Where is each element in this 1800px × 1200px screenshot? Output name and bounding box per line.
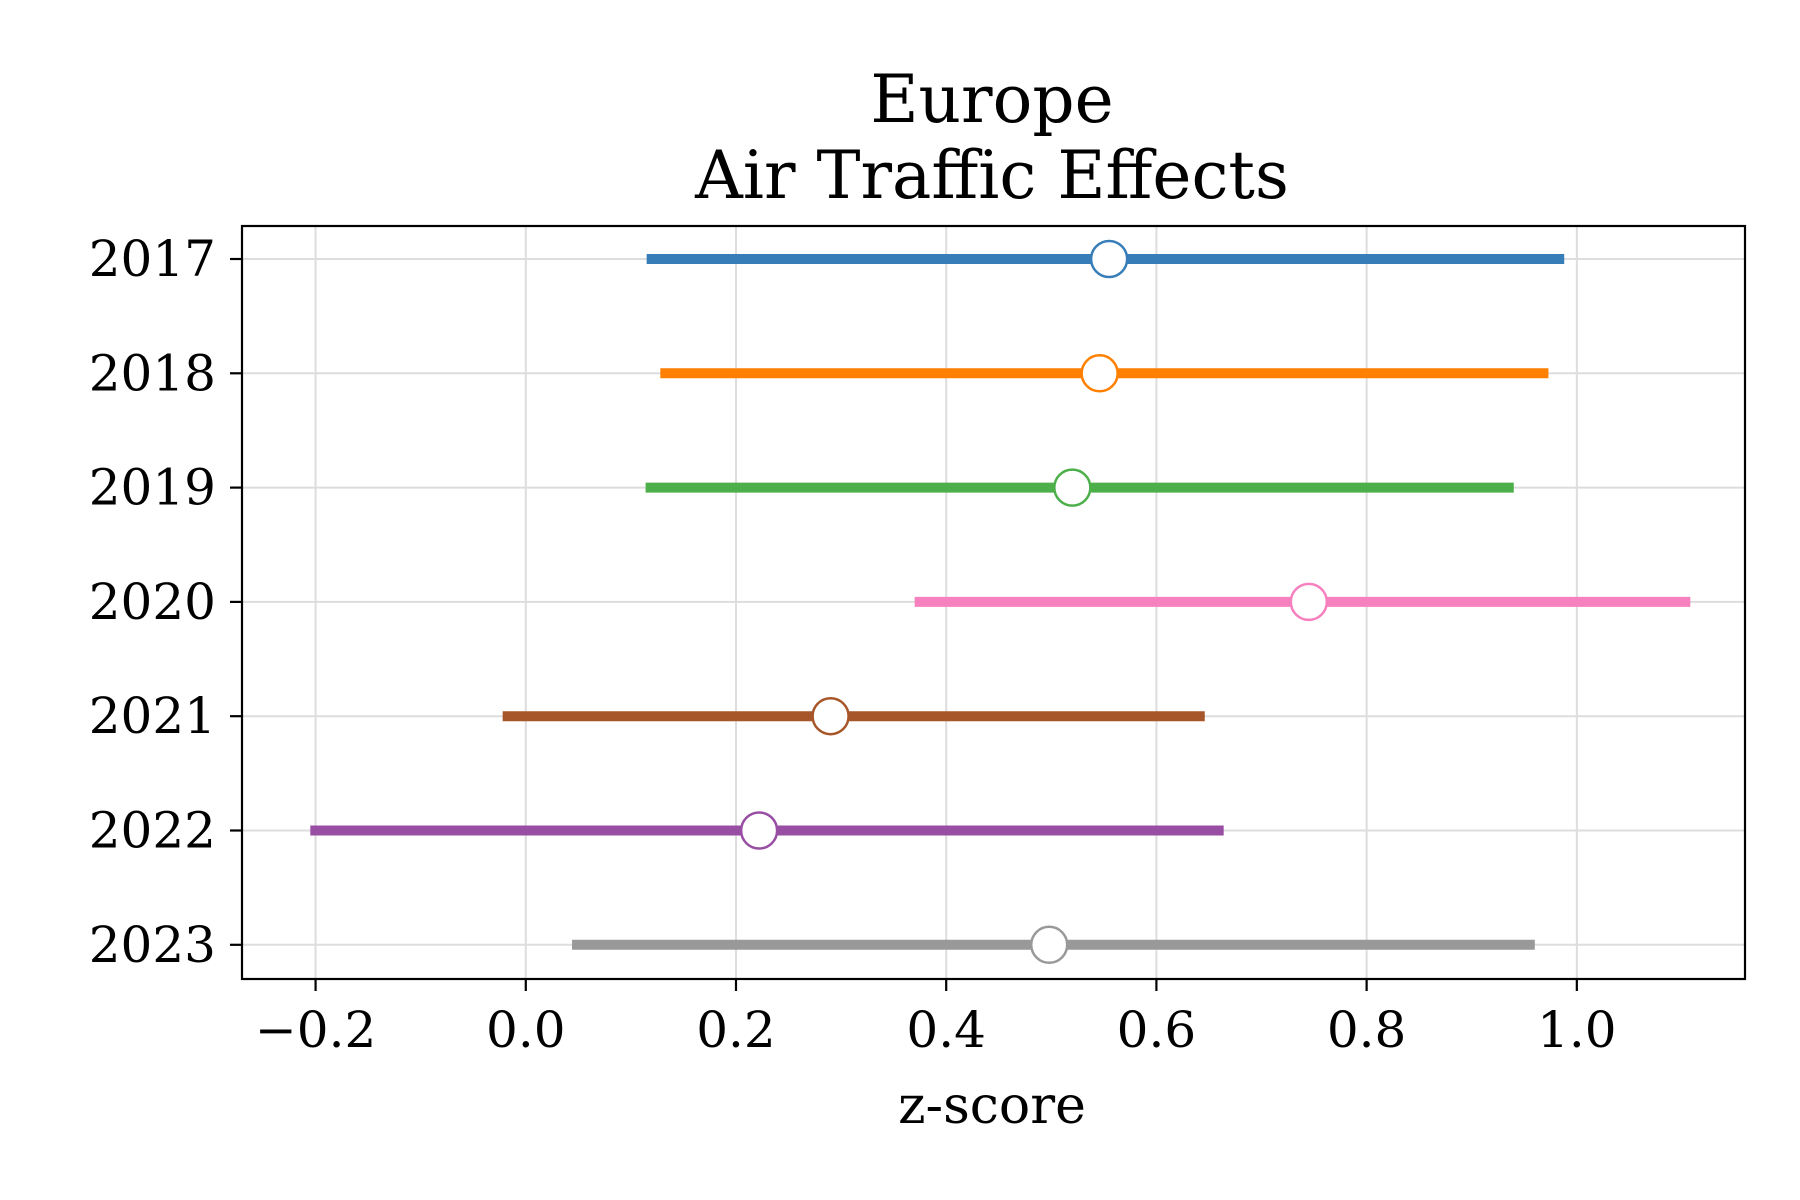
- point-estimate-2017: [1089, 239, 1129, 279]
- chart-title-line-1: Europe: [870, 61, 1113, 138]
- x-tick-label: 0.0: [486, 1001, 566, 1059]
- axes: 2017 2018 2019 2020 2021 2022 2023 −0.2 0.0 0.2 0.…: [89, 230, 1617, 1059]
- point-estimate-2019: [1053, 468, 1092, 507]
- y-tick-label-2020: 2020: [89, 573, 216, 631]
- interval-series: [310, 239, 1691, 965]
- x-tick-label: 1.0: [1537, 1001, 1617, 1059]
- point-estimate-2018: [1080, 354, 1119, 393]
- point-estimate-2020: [1289, 582, 1329, 622]
- y-tick-label-2017: 2017: [89, 230, 216, 288]
- row-2023: [572, 925, 1535, 965]
- row-2017: [646, 239, 1565, 279]
- x-axis-label: z-score: [898, 1076, 1086, 1136]
- point-estimate-2023: [1029, 925, 1069, 965]
- y-tick-label-2022: 2022: [89, 802, 216, 860]
- point-estimate-2022: [739, 811, 779, 850]
- y-tick-label-2021: 2021: [89, 687, 216, 745]
- y-tick-label-2023: 2023: [89, 916, 216, 974]
- row-2022: [310, 811, 1224, 850]
- chart-title-line-2: Air Traffic Effects: [694, 137, 1289, 214]
- x-tick-label: 0.6: [1117, 1001, 1197, 1059]
- x-tick-label: 0.2: [696, 1001, 776, 1059]
- y-tick-label-2018: 2018: [89, 344, 216, 402]
- row-2020: [914, 582, 1691, 622]
- x-tick-label: 0.4: [906, 1001, 986, 1059]
- row-2019: [645, 468, 1514, 507]
- x-tick-label: −0.2: [255, 1001, 376, 1059]
- row-2018: [660, 354, 1549, 393]
- row-2021: [502, 696, 1205, 736]
- x-tick-label: 0.8: [1327, 1001, 1407, 1059]
- point-estimate-2021: [811, 696, 850, 736]
- y-tick-label-2019: 2019: [89, 459, 216, 517]
